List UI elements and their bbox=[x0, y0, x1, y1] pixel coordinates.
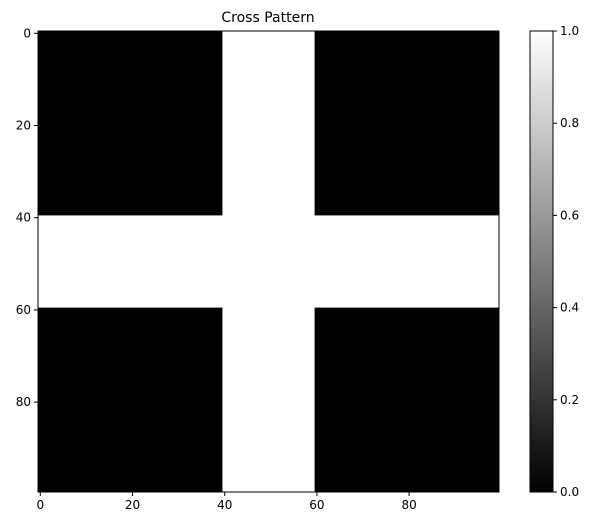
heatmap-region-0 bbox=[38, 31, 223, 216]
chart-title: Cross Pattern bbox=[221, 10, 314, 26]
heatmap-region-5 bbox=[222, 307, 316, 493]
heatmap-image bbox=[38, 31, 500, 493]
y-axis: 0 20 40 60 80 bbox=[16, 26, 38, 409]
y-tick-label-40: 40 bbox=[16, 211, 31, 225]
colorbar-tick-label-5: 1.0 bbox=[560, 24, 579, 38]
y-tick-label-60: 60 bbox=[16, 303, 31, 317]
heatmap-region-4 bbox=[38, 307, 223, 493]
y-tick-label-20: 20 bbox=[16, 119, 31, 133]
x-axis: 0 20 40 60 80 bbox=[36, 492, 417, 512]
x-tick-label-80: 80 bbox=[401, 498, 416, 512]
colorbar-tick-label-0: 0.0 bbox=[560, 485, 579, 499]
colorbar-tick-label-4: 0.8 bbox=[560, 116, 579, 130]
x-tick-label-20: 20 bbox=[125, 498, 140, 512]
y-tick-label-0: 0 bbox=[23, 26, 31, 40]
heatmap-region-3 bbox=[38, 215, 500, 309]
colorbar-tick-label-3: 0.6 bbox=[560, 208, 579, 222]
heatmap-region-2 bbox=[314, 31, 500, 216]
colorbar-axis: 0.0 0.2 0.4 0.6 0.8 1.0 bbox=[553, 24, 579, 499]
colorbar-tick-label-2: 0.4 bbox=[560, 301, 579, 315]
x-tick-label-60: 60 bbox=[309, 498, 324, 512]
colorbar-tick-label-1: 0.2 bbox=[560, 393, 579, 407]
plot-frame bbox=[37, 30, 500, 493]
colorbar bbox=[529, 30, 554, 493]
heatmap-region-6 bbox=[314, 307, 500, 493]
y-tick-label-80: 80 bbox=[16, 395, 31, 409]
heatmap-region-1 bbox=[222, 31, 316, 216]
x-tick-label-0: 0 bbox=[36, 498, 44, 512]
x-tick-label-40: 40 bbox=[217, 498, 232, 512]
